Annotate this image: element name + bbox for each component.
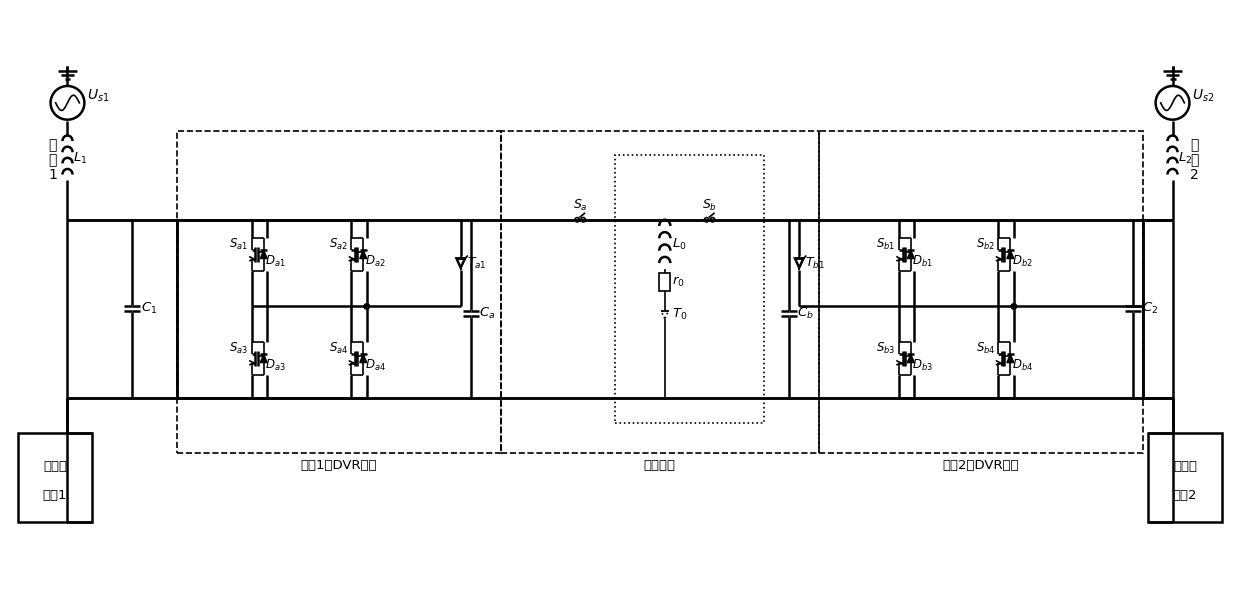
Text: $D_{a4}$: $D_{a4}$ [365, 358, 386, 373]
Text: $D_{b4}$: $D_{b4}$ [1012, 358, 1033, 373]
Bar [615, 155, 764, 423]
Polygon shape [1007, 250, 1014, 259]
Text: 2: 2 [1190, 168, 1199, 182]
Text: 限流模块: 限流模块 [644, 459, 676, 472]
Text: $S_a$: $S_a$ [573, 198, 588, 213]
Text: $S_{a3}$: $S_{a3}$ [229, 341, 248, 356]
Bar [660, 273, 671, 291]
Circle shape [1011, 304, 1017, 309]
Polygon shape [260, 250, 267, 259]
Text: $S_{b2}$: $S_{b2}$ [976, 237, 994, 252]
Text: $D_{b2}$: $D_{b2}$ [1012, 253, 1033, 268]
Text: $D_{a2}$: $D_{a2}$ [365, 253, 386, 268]
Text: $L_1$: $L_1$ [73, 151, 87, 166]
Text: $D_{a3}$: $D_{a3}$ [265, 358, 286, 373]
Polygon shape [1007, 354, 1014, 362]
Text: $S_{b3}$: $S_{b3}$ [877, 341, 895, 356]
Text: $r_0$: $r_0$ [672, 275, 684, 289]
Polygon shape [908, 250, 914, 259]
Text: $C_b$: $C_b$ [797, 306, 813, 322]
Polygon shape [360, 354, 367, 362]
Text: 1: 1 [48, 168, 57, 182]
Text: $C_a$: $C_a$ [479, 306, 495, 322]
Bar [17, 432, 92, 522]
Circle shape [365, 304, 370, 309]
Polygon shape [360, 250, 367, 259]
Text: $T_{b1}$: $T_{b1}$ [805, 256, 825, 271]
Text: $S_{b1}$: $S_{b1}$ [877, 237, 895, 252]
Text: $S_b$: $S_b$ [702, 198, 717, 213]
Text: $C_2$: $C_2$ [1142, 301, 1158, 316]
Polygon shape [260, 354, 267, 362]
Text: $T_{a1}$: $T_{a1}$ [466, 256, 486, 271]
Bar [501, 131, 820, 453]
Text: 线: 线 [1190, 153, 1199, 167]
Polygon shape [908, 354, 914, 362]
Text: $S_{a1}$: $S_{a1}$ [229, 237, 248, 252]
Text: 负载2: 负载2 [1173, 489, 1197, 502]
Text: $C_1$: $C_1$ [141, 301, 157, 316]
Text: $L_0$: $L_0$ [672, 237, 687, 252]
Text: $U_{s1}$: $U_{s1}$ [87, 87, 110, 104]
Text: $S_{a4}$: $S_{a4}$ [329, 341, 348, 356]
Text: 馈: 馈 [1190, 138, 1199, 152]
Text: $L_2$: $L_2$ [1178, 151, 1193, 166]
Bar [1148, 432, 1223, 522]
Text: 负载1: 负载1 [43, 489, 67, 502]
Text: $S_{a2}$: $S_{a2}$ [329, 237, 348, 252]
Bar [820, 131, 1142, 453]
Text: $D_{b3}$: $D_{b3}$ [913, 358, 934, 373]
Bar [177, 131, 501, 453]
Text: $D_{b1}$: $D_{b1}$ [913, 253, 934, 268]
Text: 馈: 馈 [48, 138, 57, 152]
Text: 馈线2侧DVR模块: 馈线2侧DVR模块 [942, 459, 1019, 472]
Text: $S_{b4}$: $S_{b4}$ [976, 341, 994, 356]
Text: $U_{s2}$: $U_{s2}$ [1193, 87, 1215, 104]
Text: 馈线1侧DVR模块: 馈线1侧DVR模块 [300, 459, 377, 472]
Text: $T_0$: $T_0$ [672, 307, 688, 322]
Text: $D_{a1}$: $D_{a1}$ [265, 253, 286, 268]
Text: 非线性: 非线性 [43, 460, 67, 473]
Text: 非线性: 非线性 [1173, 460, 1197, 473]
Text: 线: 线 [48, 153, 57, 167]
